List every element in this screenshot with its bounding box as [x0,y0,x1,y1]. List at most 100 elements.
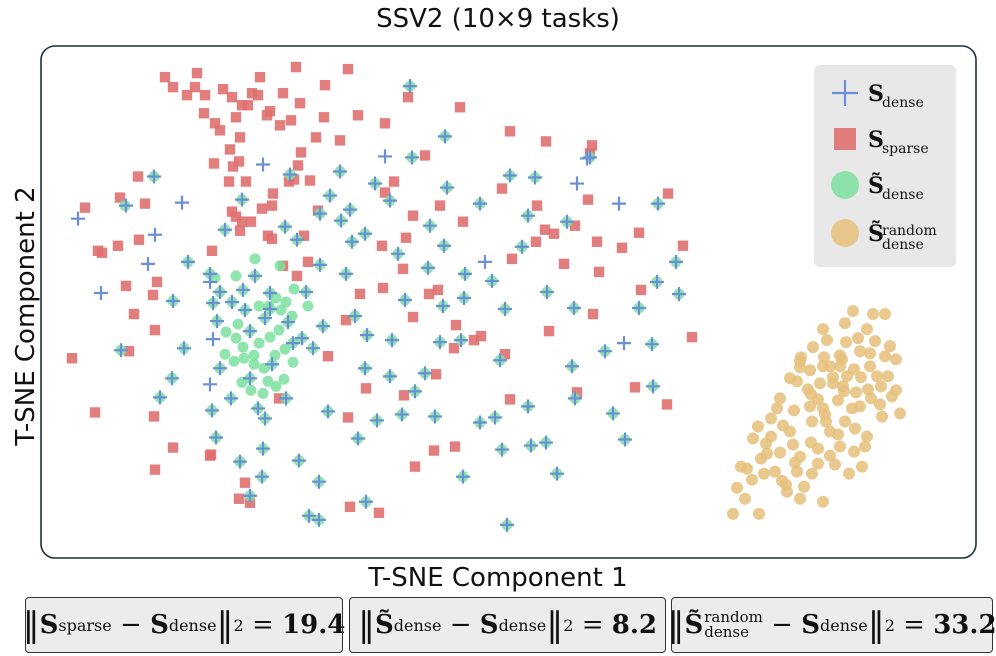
data-point [304,175,316,186]
data-point [230,112,242,123]
legend-marker [831,219,859,247]
data-point [812,457,824,470]
data-point [789,456,801,469]
data-point [618,432,632,447]
data-point [407,311,419,323]
data-point [398,292,412,307]
data-point [747,432,759,445]
data-point [226,92,238,103]
data-point [147,289,159,301]
data-point [291,270,303,282]
data-point [817,323,829,336]
data-point [780,478,792,491]
data-point [257,387,269,399]
data-point [198,108,210,119]
data-point [586,140,598,151]
data-point [322,351,334,362]
data-point [209,272,221,284]
data-point [473,196,487,211]
data-point [436,299,450,314]
data-point [771,402,783,415]
data-point [283,167,297,182]
data-point [214,125,226,136]
data-point [255,469,269,484]
data-point [288,283,300,295]
data-point [166,293,180,308]
data-point [334,213,348,228]
data-point [794,355,806,368]
data-point [274,260,286,272]
data-point [400,232,412,243]
data-point [397,263,409,275]
data-point [388,176,400,187]
data-point [841,370,853,383]
data-point [159,71,171,83]
data-point [373,507,385,519]
data-point [334,135,346,146]
chart-title: SSV2 (10×9 tasks) [376,4,620,34]
data-point [234,225,246,236]
data-point [236,282,250,297]
data-point [456,469,470,484]
data-point [277,87,289,99]
data-point [550,466,564,481]
data-point [864,347,876,360]
data-point [391,246,405,261]
data-point [832,394,844,407]
data-point [230,332,242,344]
data-point [266,200,278,211]
data-point [727,507,739,520]
data-point [243,488,257,503]
data-point [339,266,353,281]
data-point [838,385,850,398]
data-point [316,319,330,334]
data-point [528,170,542,185]
data-point [278,219,292,234]
data-point [243,371,257,386]
legend-subscript: dense [882,237,924,253]
legend-label: S [868,81,884,107]
data-point [112,240,124,251]
data-point [843,467,855,480]
data-point [798,480,810,493]
data-point [500,517,514,532]
data-point [847,305,859,318]
data-point [66,353,78,364]
data-point [379,187,391,198]
data-point [629,382,641,393]
data-point [438,129,452,144]
data-point [646,379,660,394]
data-point [504,394,516,405]
data-point [256,157,270,172]
norm-value: 19.4 [282,610,346,640]
data-point [802,383,814,396]
data-point [879,350,891,363]
data-point [258,411,272,426]
data-point [203,377,217,392]
data-point [807,341,819,354]
data-point [752,420,764,433]
data-point [292,160,304,171]
data-point [245,384,257,396]
data-point [421,260,435,275]
data-point [94,285,108,300]
data-point [139,198,151,209]
data-point [302,300,314,312]
data-point [856,460,868,473]
data-point [249,253,261,265]
data-point [225,295,239,309]
data-point [240,176,252,187]
data-point [735,460,747,473]
data-point [321,404,335,419]
data-point [806,467,818,480]
data-point [540,136,552,147]
data-point [746,473,758,486]
data-point [606,406,620,421]
data-point [175,195,189,210]
data-point [598,344,612,359]
data-point [769,465,781,478]
data-point [434,200,446,211]
data-point [503,168,517,183]
